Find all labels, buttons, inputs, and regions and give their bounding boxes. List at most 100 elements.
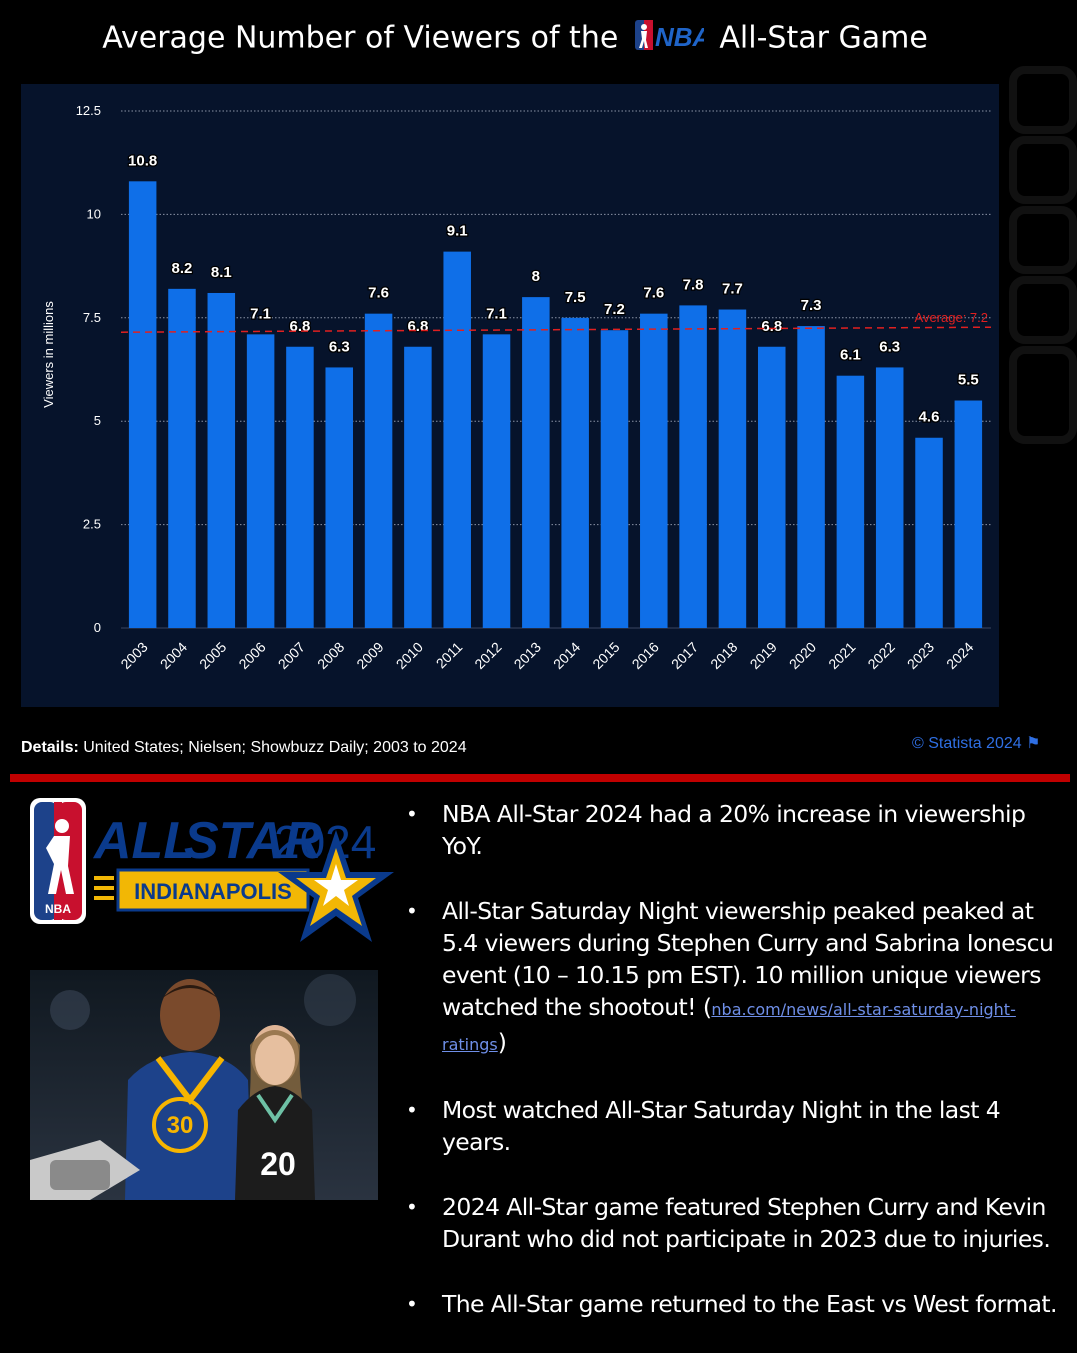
logo-all-text: ALL	[92, 812, 195, 870]
data-label: 5.5	[958, 372, 979, 389]
logo-year-text: 2024	[274, 816, 376, 868]
bar-chart: 0 2.5 5 7.5 10 12.5 Viewers in millions 10.8 200…	[41, 103, 992, 672]
bar	[679, 305, 707, 628]
bar	[168, 288, 196, 628]
section-divider	[10, 774, 1070, 782]
source-link[interactable]: nba.com/news/all-star-saturday-night-rat…	[442, 1000, 1016, 1054]
bar	[207, 292, 236, 628]
data-label: 7.8	[683, 276, 704, 293]
x-tick-label: 2018	[707, 639, 740, 672]
x-tick-label: 2004	[157, 639, 190, 672]
title-before: Average Number of Viewers of the	[102, 20, 619, 56]
jersey-number-left: 30	[167, 1112, 194, 1139]
chart-panel: 0 2.5 5 7.5 10 12.5 Viewers in millions 10.8 200…	[21, 84, 999, 707]
bullet-text: All-Star Saturday Night viewership peake…	[442, 897, 1054, 1021]
x-tick-label: 2023	[904, 639, 937, 672]
page-title: Average Number of Viewers of the NBA All…	[0, 18, 1030, 60]
bullet-item: • Most watched All-Star Saturday Night i…	[404, 1094, 1069, 1158]
x-tick-label: 2006	[235, 639, 268, 672]
credit-text: © Statista 2024	[912, 735, 1022, 752]
x-tick-label: 2009	[353, 639, 386, 672]
statista-credit[interactable]: © Statista 2024 ⚑	[912, 733, 1040, 753]
bullet-text: NBA All-Star 2024 had a 20% increase in …	[442, 800, 1026, 860]
bar	[954, 400, 983, 628]
x-tick-label: 2020	[786, 639, 819, 672]
data-label: 7.6	[643, 285, 664, 302]
nba-logo-text: NBA	[655, 22, 704, 52]
y-tick-label: 0	[94, 620, 101, 635]
bullet-item: • The All-Star game returned to the East…	[404, 1288, 1069, 1320]
data-label: 9.1	[447, 223, 468, 240]
y-axis-label: Viewers in millions	[41, 301, 56, 408]
bar	[325, 367, 354, 628]
players-photo: 30 20	[30, 970, 378, 1200]
all-star-2024-logo: NBA ALL STAR 2024 INDIANAPOLIS	[30, 798, 394, 942]
x-tick-label: 2010	[393, 639, 426, 672]
data-label: 7.7	[722, 281, 743, 298]
bullet-dot: •	[406, 1195, 418, 1219]
y-tick-label: 7.5	[83, 310, 101, 325]
bar	[404, 346, 432, 628]
bullet-text: 2024 All-Star game featured Stephen Curr…	[442, 1193, 1051, 1253]
nba-logo: NBA	[634, 18, 711, 60]
average-label: Average: 7.2	[915, 310, 988, 325]
logo-city-text: INDIANAPOLIS	[134, 879, 292, 904]
x-tick-label: 2005	[196, 639, 229, 672]
bar	[522, 297, 550, 628]
bar	[836, 375, 865, 628]
x-tick-label: 2015	[589, 639, 622, 672]
y-tick-label: 10	[87, 206, 101, 221]
data-label: 7.5	[565, 289, 586, 306]
data-label: 7.1	[250, 305, 271, 322]
data-label: 4.6	[919, 409, 940, 426]
data-label: 6.8	[290, 318, 311, 335]
bar	[718, 309, 747, 628]
data-label: 8	[532, 268, 540, 285]
x-tick-label: 2013	[511, 639, 544, 672]
x-tick-label: 2016	[629, 639, 662, 672]
bar	[482, 334, 511, 628]
bullet-text: Most watched All-Star Saturday Night in …	[442, 1096, 1001, 1156]
y-tick-label: 5	[94, 413, 101, 428]
bar	[561, 317, 589, 628]
data-label: 10.8	[128, 152, 157, 169]
x-tick-label: 2014	[550, 639, 583, 672]
bullet-dot: •	[406, 1292, 418, 1316]
data-label: 7.2	[604, 301, 625, 318]
x-tick-label: 2024	[943, 639, 976, 672]
y-tick-label: 2.5	[83, 517, 101, 532]
x-tick-label: 2021	[825, 639, 858, 672]
bullet-text-end: )	[497, 1028, 507, 1056]
bar	[128, 181, 157, 628]
x-tick-label: 2003	[117, 639, 150, 672]
bar	[364, 313, 393, 628]
data-label: 7.6	[368, 285, 389, 302]
data-label: 6.1	[840, 347, 861, 364]
bullet-dot: •	[406, 899, 418, 923]
bullet-dot: •	[406, 802, 418, 826]
bullet-item: • NBA All-Star 2024 had a 20% increase i…	[404, 798, 1069, 862]
x-tick-label: 2017	[668, 639, 701, 672]
details-label: Details:	[21, 739, 79, 756]
details-text: United States; Nielsen; Showbuzz Daily; …	[83, 739, 467, 756]
y-tick-label: 12.5	[76, 103, 101, 118]
data-label: 7.1	[486, 305, 507, 322]
highlights-list: • NBA All-Star 2024 had a 20% increase i…	[404, 798, 1069, 1353]
logo-star-text: STAR	[184, 812, 322, 870]
average-line	[120, 326, 992, 333]
data-label: 6.3	[879, 338, 900, 355]
data-label: 6.3	[329, 338, 350, 355]
data-label: 6.8	[761, 318, 782, 335]
bullet-item: • All-Star Saturday Night viewership pea…	[404, 895, 1069, 1061]
bar	[915, 437, 943, 628]
decorative-frame	[1009, 66, 1077, 444]
data-label: 7.3	[801, 297, 822, 314]
bar	[443, 251, 471, 628]
bullet-dot: •	[406, 1098, 418, 1122]
nba-badge-text: NBA	[45, 902, 71, 916]
x-tick-label: 2008	[314, 639, 347, 672]
bar	[600, 330, 629, 628]
data-label: 8.1	[211, 264, 232, 281]
bar	[875, 367, 904, 628]
x-tick-label: 2011	[433, 639, 466, 672]
